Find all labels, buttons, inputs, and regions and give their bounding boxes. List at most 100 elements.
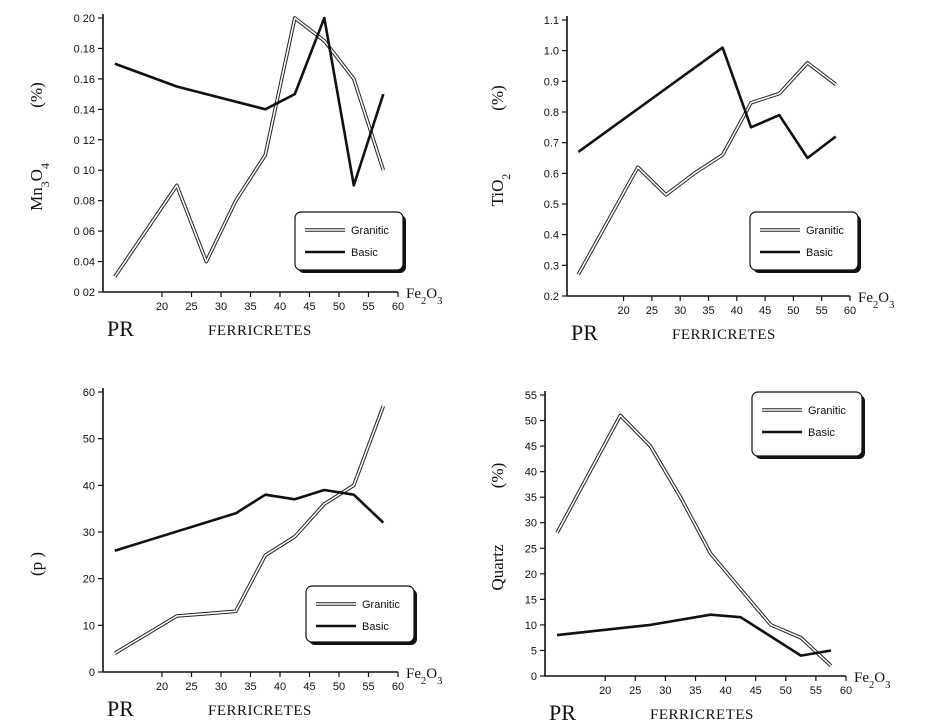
chart-panel-2: 0.2 0.3 0.4 0.5 0.6 0.7 0.8 0.9 1.0 1.1 20 25 30 35 40… [488,15,894,345]
series-granitic [576,61,837,276]
start-label: PR [107,696,134,721]
legend-box [294,211,404,271]
x-tick-label: 45 [303,301,315,313]
legend-label-granitic: Granitic [806,225,844,237]
legend: Granitic Basic [749,211,861,273]
series-granitic [113,16,386,278]
x-tick-label: 35 [244,301,256,313]
x-tick-label: 40 [731,305,743,317]
x-tick-label: 50 [780,685,792,697]
y-tick-label: 25 [525,543,537,555]
x-tick-label: 30 [674,305,686,317]
start-label: PR [571,320,598,345]
y-tick-label: 0.3 [544,260,559,272]
series-line [556,613,832,657]
start-label: PR [107,316,134,341]
y-tick-label: 0 [531,671,537,683]
series-granitic [113,405,385,655]
legend-box [749,211,859,271]
x-tick-label: 60 [840,685,852,697]
legend: Granitic Basic [294,211,406,273]
y-tick-label: 40 [83,480,95,492]
x-tick-label: 45 [759,305,771,317]
y-tick-label: 0.04 [74,257,95,269]
x-axis-label: FERRICRETES [208,323,312,339]
series-line [114,16,385,187]
y-axis-label: Mn3O4 [27,163,52,211]
y-axis-title: TiO2 (%) [488,85,513,206]
legend-label-granitic: Granitic [808,405,846,417]
y-tick-label: 1.0 [544,46,559,58]
y-tick-label: 1.1 [544,15,559,27]
y-axis-title: Mn3O4 (%) [27,82,52,211]
x-tick-label: 55 [816,305,828,317]
y-tick-label: 0 06 [74,226,95,238]
series-granitic [555,413,833,668]
y-unit-label: (%) [488,85,507,110]
x-tick-label: 60 [844,305,856,317]
x-tick-label: 50 [333,301,345,313]
x-tick-label: 30 [659,685,671,697]
series-line [114,488,385,552]
y-tick-label: 45 [525,441,537,453]
y-tick-label: 10 [525,620,537,632]
x-tick-label: 30 [215,301,227,313]
y-tick-label: 5 [531,645,537,657]
x-tick-label: 60 [392,681,404,693]
y-axis-label: Quartz [488,544,507,591]
series-basic [114,16,385,187]
y-tick-label: 30 [525,518,537,530]
y-tick-label: 0 12 [74,135,95,147]
y-tick-label: 0 02 [74,287,95,299]
y-tick-label: 0.6 [544,168,559,180]
x-tick-label: 20 [156,301,168,313]
y-tick-label: 50 [525,416,537,428]
x-tick-label: 25 [646,305,658,317]
y-tick-label: 0.4 [544,230,559,242]
series-line-inner [114,17,385,278]
y-tick-label: 0 [89,667,95,679]
legend-label-basic: Basic [808,427,835,439]
y-tick-label: 0.16 [74,74,95,86]
y-tick-label: 40 [525,467,537,479]
series-line-inner [114,405,385,654]
x-tick-label: 55 [362,681,374,693]
y-tick-label: 0 10 [74,165,95,177]
chart-panel-4: 0 5 10 15 20 25 30 35 40 45 50 55 20 25 30 35 40 45 50 55 60… [488,390,890,721]
legend-label-granitic: Granitic [351,225,389,237]
y-tick-label: 0.18 [74,43,95,55]
x-tick-label: 20 [599,685,611,697]
x-tick-label: 40 [719,685,731,697]
x-tick-label: 55 [810,685,822,697]
series-basic [577,46,837,160]
chart-panel-1: 0 02 0.04 0 06 0.08 0 10 0 12 0.14 0.16 0.18 0 20… [27,13,442,341]
y-tick-label: 15 [525,594,537,606]
y-axis-title: Quartz (%) [488,463,507,591]
x-tick-label: 45 [303,681,315,693]
y-tick-label: 20 [525,569,537,581]
x-tick-label: 40 [274,681,286,693]
x-unit-label: Fe2O3 [406,286,442,307]
y-tick-label: 0.8 [544,107,559,119]
y-tick-label: 0.9 [544,76,559,88]
x-tick-label: 25 [629,685,641,697]
x-axis-label: FERRICRETES [672,327,776,343]
y-tick-label: 20 [83,574,95,586]
legend-label-basic: Basic [351,247,378,259]
x-tick-label: 20 [156,681,168,693]
x-tick-label: 35 [244,681,256,693]
series-line-inner [556,414,832,667]
x-tick-label: 40 [274,301,286,313]
legend-label-granitic: Granitic [362,599,400,611]
x-tick-label: 45 [750,685,762,697]
x-tick-label: 50 [333,681,345,693]
x-tick-label: 25 [185,681,197,693]
x-unit-label: Fe2O3 [854,670,890,691]
y-axis-label: TiO2 [488,174,513,207]
legend-box [305,585,415,643]
y-axis-title: (p ) [27,552,46,576]
y-unit-label: (%) [27,82,46,107]
x-axis-label: FERRICRETES [650,707,754,721]
